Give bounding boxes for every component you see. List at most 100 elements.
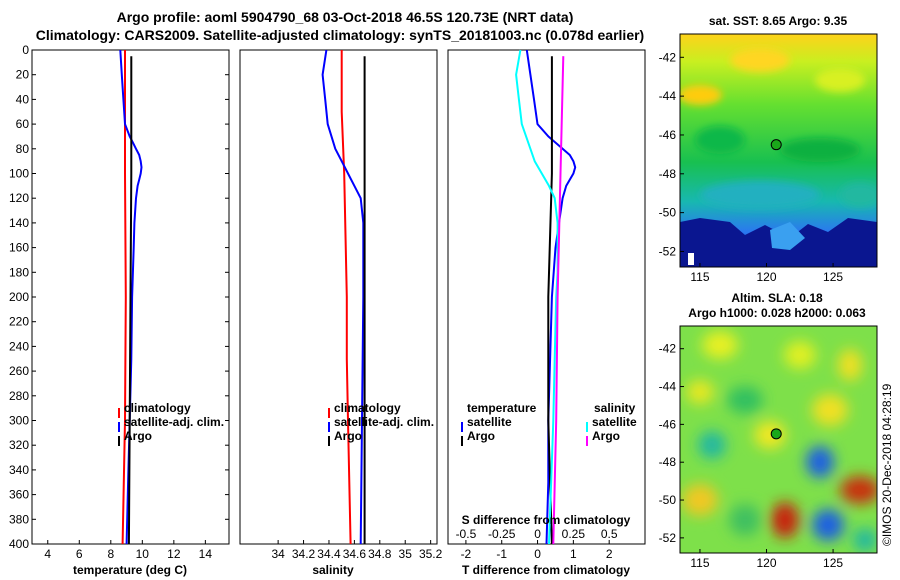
s-diff-tick-label: -0.25 (488, 527, 516, 541)
depth-tick-label: 100 (9, 167, 29, 181)
depth-tick-label: 320 (9, 438, 29, 452)
depth-tick-label: 220 (9, 315, 29, 329)
lat-tick-label: -44 (659, 380, 677, 394)
sla-map-lat-ticks: -42 -44 -46 -48 -50 -52 (659, 342, 684, 545)
series-line-argo (127, 56, 133, 545)
temperature-x-ticks: 4 6 8 10 12 14 (44, 540, 212, 561)
legend-temperature-heading: temperature (467, 401, 537, 415)
sst-map-frame (679, 33, 878, 268)
figure-title-line-1: Argo profile: aoml 5904790_68 03-Oct-201… (117, 9, 574, 25)
depth-tick-label: 0 (22, 43, 29, 57)
salinity-panel: 34 34.2 34.4 34.6 34.8 35 35.2 salinity climat… (239, 49, 443, 577)
salinity-x-ticks: 34 34.2 34.4 34.6 34.8 35 35.2 (271, 540, 443, 561)
lat-tick-label: -50 (659, 493, 677, 507)
lon-tick-label: 115 (690, 270, 709, 284)
temperature-panel: 0204060801001201401601802002202402602803… (9, 43, 645, 577)
legend-climatology-label: climatology (334, 401, 401, 415)
x-tick-label: 34.4 (317, 547, 341, 561)
series-line-salinity-satellite (515, 49, 559, 545)
temperature-legend: climatology satellite-adj. clim. Argo (118, 401, 224, 446)
depth-tick-label: 160 (9, 241, 29, 255)
lon-tick-label: 125 (823, 556, 843, 570)
salinity-legend: climatology satellite-adj. clim. Argo (328, 401, 434, 446)
x-tick-label: 34 (271, 547, 285, 561)
x-tick-label: 10 (136, 547, 150, 561)
legend-salinity-heading: salinity (594, 401, 636, 415)
x-tick-label: 6 (76, 547, 83, 561)
x-tick-label: 14 (199, 547, 213, 561)
sla-map-frame (679, 325, 878, 554)
s-diff-tick-label: 0 (534, 527, 541, 541)
imos-watermark: ©IMOS 20-Dec-2018 04:28:19 (880, 383, 894, 546)
legend-satellite-adj-label: satellite-adj. clim. (124, 415, 224, 429)
x-tick-label: 12 (167, 547, 181, 561)
legend-climatology-label: climatology (124, 401, 191, 415)
depth-tick-label: 40 (16, 92, 30, 106)
sst-map-lat-ticks: -42 -44 -46 -48 -50 -52 (659, 50, 684, 258)
series-line-temperature-argo (547, 56, 553, 545)
argo-location-marker (770, 139, 782, 151)
x-tick-label: 4 (44, 547, 51, 561)
sla-map-subtitle: Argo h1000: 0.028 h2000: 0.063 (688, 306, 866, 320)
depth-tick-label: 20 (16, 68, 30, 82)
salinity-series (321, 49, 366, 545)
s-diff-tick-label: 0.25 (562, 527, 586, 541)
sla-map-image (680, 326, 877, 553)
sst-map-image (680, 34, 877, 267)
legend-argo-label: Argo (124, 429, 152, 443)
sla-map-lon-ticks: 115 120 125 (690, 549, 843, 570)
lon-tick-label: 120 (757, 556, 777, 570)
difference-panel: -2 -1 0 1 2 -0.5 -0.25 0 0.25 0.5 T difference f… (447, 49, 646, 577)
sst-map-lon-ticks: 115 120 125 (690, 263, 843, 284)
x-tick-label: 34.8 (368, 547, 392, 561)
lat-tick-label: -46 (659, 128, 677, 142)
s-difference-xlabel: S difference from climatology (462, 513, 631, 527)
depth-tick-label: 360 (9, 488, 29, 502)
x-tick-label: 1 (570, 547, 577, 561)
depth-tick-label: 280 (9, 389, 29, 403)
depth-tick-label: 340 (9, 463, 29, 477)
lat-tick-label: -42 (659, 50, 677, 64)
legend-s-argo-label: Argo (592, 429, 620, 443)
s-diff-tick-label: 0.5 (601, 527, 618, 541)
sla-map-panel: Altim. SLA: 0.18 Argo h1000: 0.028 h2000… (659, 291, 878, 570)
difference-axes-frame (447, 49, 646, 545)
depth-tick-label: 60 (16, 117, 30, 131)
depth-tick-label: 120 (9, 191, 29, 205)
series-line-climatology (121, 50, 127, 545)
series-line-climatology (340, 50, 352, 545)
x-tick-label: 34.2 (292, 547, 316, 561)
salinity-axes-frame (239, 49, 438, 545)
x-tick-label: 2 (606, 547, 613, 561)
t-difference-x-ticks: -2 -1 0 1 2 (461, 540, 613, 561)
depth-tick-label: 400 (9, 537, 29, 551)
series-line-salinity-argo (552, 56, 565, 545)
sla-map-title: Altim. SLA: 0.18 (731, 291, 823, 305)
series-line-satellite-adj-clim- (321, 49, 365, 545)
lat-tick-label: -52 (659, 531, 677, 545)
legend-s-satellite-label: satellite (592, 415, 637, 429)
lon-tick-label: 125 (823, 270, 843, 284)
lat-tick-label: -48 (659, 455, 677, 469)
t-difference-xlabel: T difference from climatology (462, 563, 630, 577)
series-line-satellite-adj-clim- (119, 49, 143, 545)
temperature-series (119, 49, 143, 545)
x-tick-label: 34.6 (343, 547, 367, 561)
lon-tick-label: 115 (690, 556, 709, 570)
sst-map-title: sat. SST: 8.65 Argo: 9.35 (709, 14, 848, 28)
s-diff-tick-label: -0.5 (456, 527, 477, 541)
argo-location-marker (770, 428, 782, 440)
depth-tick-label: 140 (9, 216, 29, 230)
legend-t-argo-label: Argo (467, 429, 495, 443)
lat-tick-label: -46 (659, 417, 677, 431)
difference-series (515, 49, 577, 545)
temperature-xlabel: temperature (deg C) (73, 563, 187, 577)
lat-tick-label: -50 (659, 206, 677, 220)
lat-tick-label: -44 (659, 89, 677, 103)
lat-tick-label: -42 (659, 342, 677, 356)
lat-tick-label: -52 (659, 244, 677, 258)
s-difference-x-ticks: -0.5 -0.25 0 0.25 0.5 (456, 527, 618, 541)
x-tick-label: 8 (107, 547, 114, 561)
depth-tick-label: 300 (9, 414, 29, 428)
